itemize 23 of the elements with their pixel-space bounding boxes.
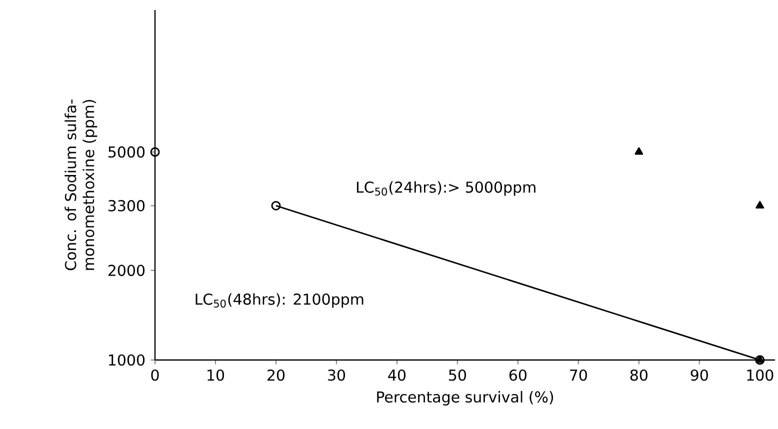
x-axis-title: Percentage survival (%) bbox=[377, 391, 554, 406]
point bbox=[271, 200, 281, 210]
y-tick-label: 1000 bbox=[109, 354, 145, 366]
annotation: LC$_{50}$(48hrs): 2100ppm bbox=[196, 293, 364, 308]
x-tick-label: 80 bbox=[630, 369, 648, 381]
x-tick-label: 100 bbox=[747, 369, 774, 381]
y-tick-label: 3300 bbox=[108, 200, 145, 212]
x-tick-label: 0 bbox=[151, 369, 159, 381]
x-tick-label: 20 bbox=[268, 369, 285, 381]
point bbox=[150, 147, 160, 157]
x-tick-label: 10 bbox=[208, 369, 224, 381]
y-tick-label: 2000 bbox=[108, 264, 145, 276]
y-tick-label: 5000 bbox=[108, 146, 145, 158]
x-tick-label: 60 bbox=[509, 369, 526, 381]
x-tick-label: 50 bbox=[449, 369, 466, 381]
x-tick-label: 40 bbox=[388, 369, 406, 381]
x-tick-label: 90 bbox=[690, 369, 708, 381]
x-tick-label: 70 bbox=[570, 369, 587, 381]
x-tick-label: 30 bbox=[328, 369, 346, 381]
point bbox=[634, 147, 644, 155]
y-axis-title: Conc. of Sodium sulfa- monomethoxine (ppm) bbox=[64, 100, 98, 270]
annotation: LC$_{50}$(24hrs):> 5000ppm bbox=[356, 181, 536, 196]
point bbox=[756, 200, 764, 208]
